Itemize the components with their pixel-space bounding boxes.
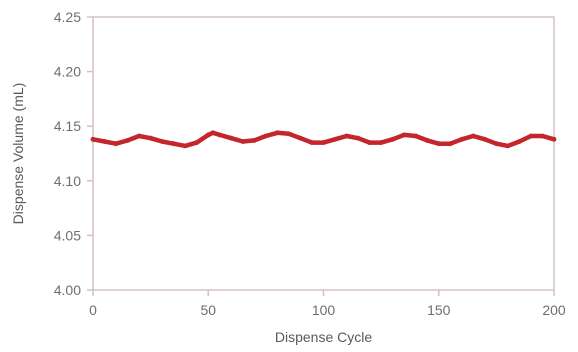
data-point	[332, 136, 338, 142]
data-point	[182, 143, 188, 149]
data-point	[171, 141, 177, 147]
data-point	[436, 141, 442, 147]
data-point	[263, 133, 269, 139]
y-tick-label: 4.05	[54, 227, 81, 243]
data-point	[113, 141, 119, 147]
x-tick-label: 0	[89, 302, 97, 318]
data-point	[424, 137, 430, 143]
x-tick-label: 100	[312, 302, 336, 318]
data-point	[251, 137, 257, 143]
data-point	[205, 132, 211, 138]
data-point	[125, 137, 130, 143]
data-point	[344, 133, 349, 139]
data-point	[401, 132, 407, 138]
data-point	[517, 139, 522, 144]
x-axis-title: Dispense Cycle	[275, 329, 372, 345]
data-point	[367, 140, 372, 145]
data-point	[286, 131, 292, 137]
data-point	[210, 130, 216, 136]
x-tick-label: 50	[200, 302, 216, 318]
y-tick-label: 4.10	[54, 173, 81, 189]
data-point	[275, 130, 280, 136]
data-point	[228, 135, 234, 141]
data-point	[493, 141, 499, 147]
y-tick-label: 4.00	[54, 282, 81, 298]
data-point	[459, 136, 465, 142]
data-point	[90, 136, 96, 142]
data-point	[136, 133, 142, 139]
data-point	[378, 140, 384, 145]
y-tick-label: 4.20	[54, 64, 81, 80]
data-point	[505, 143, 511, 149]
data-point	[482, 136, 488, 142]
data-point	[413, 133, 419, 139]
data-point	[148, 135, 154, 141]
data-point	[102, 139, 107, 144]
y-tick-label: 4.15	[54, 118, 81, 134]
plot-frame	[92, 16, 555, 291]
data-point	[540, 133, 545, 139]
data-point	[217, 132, 223, 138]
data-point	[355, 135, 361, 141]
data-point	[447, 141, 453, 147]
data-point	[309, 140, 315, 145]
data-point	[551, 136, 557, 142]
x-tick-label: 150	[427, 302, 451, 318]
y-axis-title: Dispense Volume (mL)	[10, 83, 26, 225]
data-point	[194, 140, 200, 145]
data-point	[321, 140, 326, 145]
data-point	[470, 133, 476, 139]
data-point	[390, 136, 396, 142]
data-point	[240, 139, 246, 144]
y-tick-label: 4.25	[54, 9, 81, 25]
data-point	[528, 133, 534, 139]
data-point	[298, 135, 303, 141]
x-tick-label: 200	[542, 302, 566, 318]
data-point	[159, 139, 165, 144]
